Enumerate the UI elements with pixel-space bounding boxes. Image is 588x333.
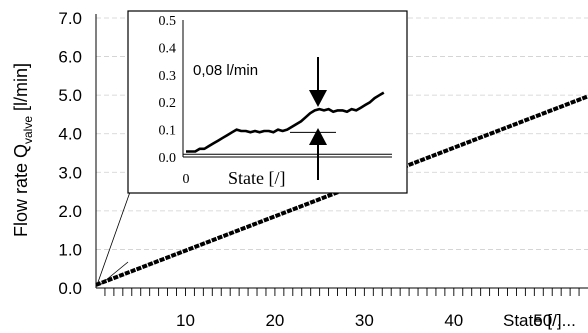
inset-x-tick-label: 0 xyxy=(183,172,190,187)
callout-line-right xyxy=(99,261,129,286)
main-y-tick-label: 2.0 xyxy=(58,202,82,221)
main-x-tick-label: 40 xyxy=(444,311,463,330)
main-y-tick-label: 3.0 xyxy=(58,163,82,182)
inset-annotation: 0,08 l/min xyxy=(193,62,258,79)
main-x-minor-ticks xyxy=(104,288,580,296)
inset-y-tick-label: 0.0 xyxy=(159,151,177,166)
main-y-tick-label: 1.0 xyxy=(58,240,82,259)
arrow-down xyxy=(309,57,327,107)
main-x-tick-labels: 10 20 30 40 50 .... xyxy=(176,311,576,330)
main-x-tick-label: 10 xyxy=(176,311,195,330)
main-y-tick-label: 0.0 xyxy=(58,279,82,298)
inset-y-tick-label: 0.5 xyxy=(159,14,177,29)
inset-y-tick-label: 0.4 xyxy=(159,41,177,56)
arrow-up xyxy=(309,128,327,180)
callout-line-left xyxy=(96,191,131,286)
main-y-axis-label-prefix: Flow rate Q xyxy=(11,144,31,237)
main-y-tick-label: 6.0 xyxy=(58,48,82,67)
main-y-axis-label: Flow rate Qvalve [l/min] xyxy=(11,63,35,237)
main-x-tick-label: 30 xyxy=(355,311,374,330)
inset-y-tick-label: 0.2 xyxy=(159,96,177,111)
main-x-axis-label: State [/] xyxy=(503,311,562,330)
main-y-tick-label: 5.0 xyxy=(58,86,82,105)
main-y-tick-label: 4.0 xyxy=(58,125,82,144)
main-y-axis-label-subscript: valve xyxy=(21,116,35,144)
inset-panel xyxy=(127,10,408,194)
inset-x-axis-label: State [/] xyxy=(228,168,285,188)
inset-y-tick-label: 0.3 xyxy=(159,69,177,84)
inset-y-tick-labels: 0.0 0.1 0.2 0.3 0.4 0.5 xyxy=(159,14,177,166)
main-y-axis-label-suffix: [l/min] xyxy=(11,63,31,116)
inset-y-tick-label: 0.1 xyxy=(159,124,177,139)
main-x-tick-label: 50 .... xyxy=(533,311,576,330)
main-x-tick-label: 20 xyxy=(265,311,284,330)
main-y-tick-label: 7.0 xyxy=(58,9,82,28)
inset-flow-series xyxy=(186,91,385,153)
main-y-tick-labels: 0.0 1.0 2.0 3.0 4.0 5.0 6.0 7.0 xyxy=(58,9,82,298)
